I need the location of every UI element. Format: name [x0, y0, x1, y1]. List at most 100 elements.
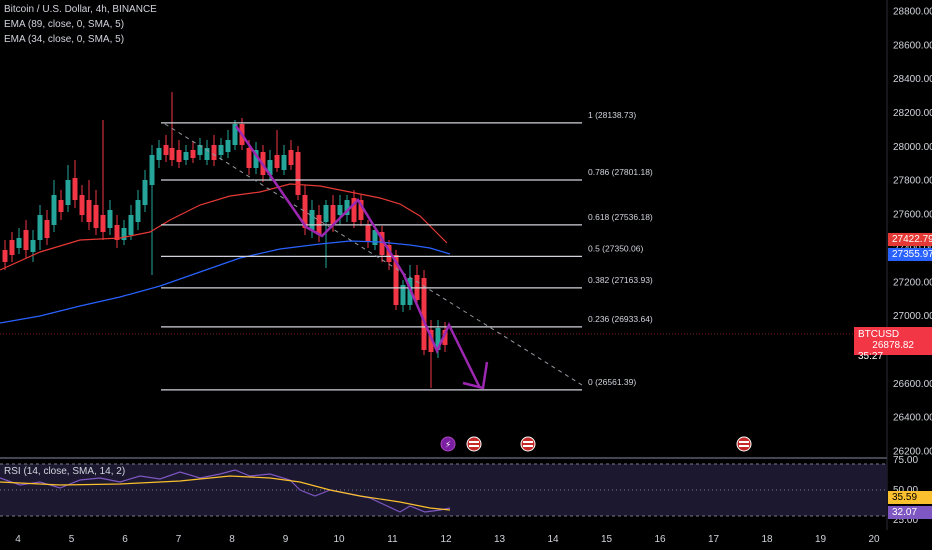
candle-body — [330, 205, 336, 225]
candle-body — [142, 180, 148, 205]
price-tick: 26600.00 — [893, 379, 932, 390]
candle-body — [204, 148, 210, 160]
candle-body — [2, 250, 8, 262]
rsi-value-tag: 35.59 — [888, 491, 932, 504]
candle-body — [156, 148, 162, 160]
ema34-price-tag: 27422.79 — [888, 233, 932, 246]
candle-body — [44, 220, 50, 238]
candle-body — [107, 210, 113, 228]
candle-body — [121, 228, 127, 240]
ema89-legend[interactable]: EMA (89, close, 0, SMA, 5) — [4, 19, 125, 30]
rsi-tick: 25.00 — [893, 515, 918, 526]
rsi-axis-ticks: 75.00 50.00 25.00 — [893, 455, 918, 526]
candle-body — [302, 195, 308, 228]
candle-body — [253, 150, 259, 168]
candle-body — [358, 200, 364, 220]
candle-body — [246, 148, 252, 168]
fib-level-label: 0.786 (27801.18) — [588, 167, 653, 177]
price-axis-ticks: 28800.00 28600.00 28400.00 28200.00 28000.00… — [893, 7, 932, 458]
rsi-band — [0, 464, 887, 516]
fib-retracement-tool[interactable]: 1 (28138.73) 0.786 (27801.18) 0.618 (27536… — [161, 110, 653, 391]
candle-body — [23, 230, 29, 250]
candle-body — [169, 148, 175, 160]
projection-path[interactable] — [234, 125, 482, 389]
candle-body — [351, 198, 357, 222]
price-tick: 28000.00 — [893, 142, 932, 153]
candle-body — [421, 278, 427, 350]
candle-body — [428, 330, 434, 352]
time-tick: 9 — [283, 534, 289, 545]
candle-body — [58, 200, 64, 212]
ema34-legend[interactable]: EMA (34, close, 0, SMA, 5) — [4, 34, 125, 45]
candle-body — [72, 178, 78, 200]
candles-layer — [2, 92, 448, 388]
candle-body — [400, 285, 406, 305]
candle-body — [281, 155, 287, 170]
candle-body — [9, 240, 15, 255]
price-tick: 28200.00 — [893, 108, 932, 119]
ema34-line — [0, 183, 448, 271]
time-tick: 18 — [761, 534, 773, 545]
candle-body — [197, 145, 203, 155]
candle-body — [379, 232, 385, 255]
price-tick: 26400.00 — [893, 413, 932, 424]
price-tick: 28400.00 — [893, 74, 932, 85]
candle-body — [128, 215, 134, 235]
candle-body — [211, 145, 217, 160]
svg-text:⚡: ⚡ — [445, 441, 451, 451]
candle-body — [288, 150, 294, 165]
rsi-legend[interactable]: RSI (14, close, SMA, 14, 2) — [4, 466, 126, 477]
candle-body — [232, 124, 238, 145]
candle-body — [225, 140, 231, 152]
candle-body — [79, 195, 85, 215]
time-tick: 17 — [708, 534, 720, 545]
time-tick: 10 — [333, 534, 345, 545]
candle-body — [274, 155, 280, 168]
fib-level-label: 0.236 (26933.64) — [588, 314, 653, 324]
candle-body — [37, 215, 43, 240]
candle-body — [337, 205, 343, 215]
candle-body — [386, 245, 392, 262]
candle-body — [176, 150, 182, 162]
symbol-price-tag[interactable]: BTCUSD 26878.82 35:27 — [854, 327, 932, 362]
time-tick: 4 — [15, 534, 21, 545]
candle-body — [218, 145, 224, 155]
price-tick: 26200.00 — [893, 447, 932, 458]
rsi-sma-value-tag: 32.07 — [888, 506, 932, 519]
candle-body — [16, 238, 22, 248]
event-icon-us-flag-2[interactable] — [520, 436, 536, 452]
fib-level-label: 0.5 (27350.06) — [588, 243, 643, 253]
time-tick: 12 — [440, 534, 452, 545]
candle-body — [309, 210, 315, 230]
event-icon-us-flag-1[interactable] — [466, 436, 482, 452]
candle-body — [393, 255, 399, 305]
candle-body — [435, 328, 441, 350]
candle-body — [183, 152, 189, 160]
symbol-name: BTCUSD — [858, 329, 900, 340]
ema-layer — [0, 183, 451, 324]
candle-body — [114, 225, 120, 240]
candle-body — [323, 205, 329, 222]
rsi-line — [0, 469, 451, 513]
time-tick: 5 — [69, 534, 75, 545]
candle-body — [295, 152, 301, 195]
event-icon-lightning[interactable]: ⚡ — [440, 436, 456, 452]
trend-line[interactable] — [164, 123, 583, 386]
symbol-price: 26878.82 — [872, 340, 914, 351]
candle-body — [442, 330, 448, 345]
time-tick: 11 — [387, 534, 398, 545]
time-tick: 19 — [815, 534, 827, 545]
time-tick: 15 — [601, 534, 613, 545]
candle-body — [65, 180, 71, 205]
event-icon-us-flag-3[interactable] — [736, 436, 752, 452]
candle-body — [86, 200, 92, 222]
price-tick: 27800.00 — [893, 176, 932, 187]
time-tick: 14 — [547, 534, 559, 545]
symbol-title[interactable]: Bitcoin / U.S. Dollar, 4h, BINANCE — [4, 4, 157, 15]
price-tick: 27000.00 — [893, 311, 932, 322]
candle-body — [51, 195, 57, 225]
price-tick: 28800.00 — [893, 7, 932, 18]
price-tick: 27600.00 — [893, 210, 932, 221]
time-tick: 6 — [122, 534, 128, 545]
